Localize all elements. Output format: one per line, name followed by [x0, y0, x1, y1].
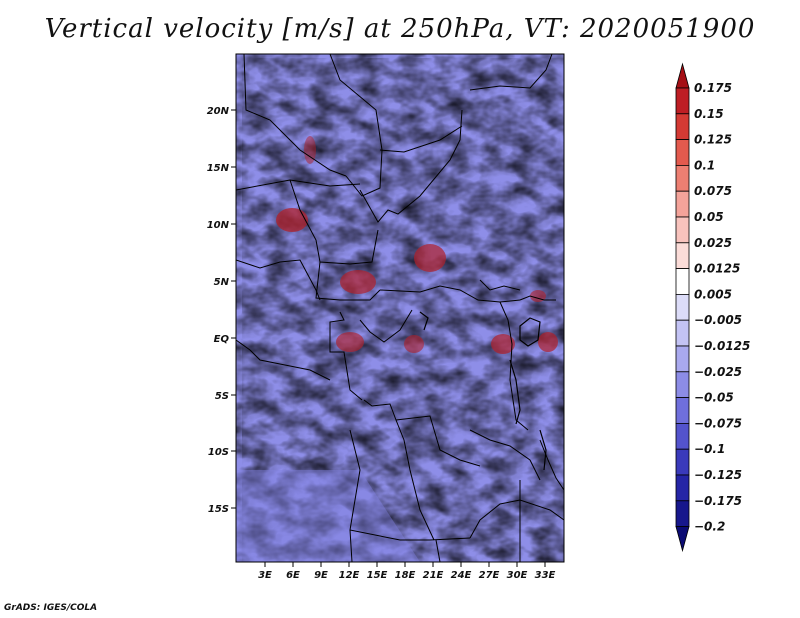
colorbar-swatch — [675, 190, 690, 218]
lon-label-24e: 24E — [451, 570, 472, 581]
colorbar-label: −0.175 — [694, 494, 742, 508]
country-borders — [236, 54, 564, 562]
lat-label-10n: 10N — [207, 220, 230, 231]
latitude-axis — [231, 109, 236, 509]
colorbar-label: 0.005 — [694, 287, 732, 301]
colorbar-swatch — [675, 526, 690, 553]
lon-label-30e: 30E — [507, 570, 528, 581]
lon-label-15e: 15E — [367, 570, 388, 581]
descent-region — [236, 470, 420, 562]
lon-label-21e: 21E — [423, 570, 444, 581]
colorbar-label: 0.125 — [694, 133, 732, 147]
lon-label-33e: 33E — [535, 570, 556, 581]
colorbar-swatch — [675, 139, 690, 166]
colorbar-label: −0.2 — [694, 520, 725, 534]
colorbar-label: −0.125 — [694, 468, 742, 482]
lat-label-10s: 10S — [208, 447, 229, 458]
lakes — [419, 311, 547, 471]
lat-label-15n: 15N — [207, 163, 230, 174]
convective-cores — [276, 136, 558, 354]
colorbar-label: 0.075 — [694, 184, 732, 198]
colorbar-label: 0.15 — [694, 107, 724, 121]
lat-label-eq: EQ — [214, 334, 230, 345]
lat-label-20n: 20N — [207, 106, 230, 117]
colorbar-label: −0.075 — [694, 416, 742, 430]
colorbar-label: 0.0125 — [694, 262, 740, 276]
footer-credit: GrADS: IGES/COLA — [4, 603, 98, 613]
colorbar-label: 0.05 — [694, 210, 724, 224]
colorbar-label: −0.025 — [694, 365, 742, 379]
colorbar: 0.175 0.15 0.125 0.1 0.075 0.05 0.025 0.0125 0.0… — [675, 62, 750, 553]
lon-label-6e: 6E — [286, 570, 300, 581]
lat-label-5n: 5N — [214, 277, 230, 288]
colorbar-swatch — [675, 500, 690, 527]
colorbar-label: 0.175 — [694, 81, 732, 95]
field-texture-neutral — [242, 58, 564, 562]
colorbar-swatch — [675, 113, 690, 141]
lat-label-5s: 5S — [215, 391, 229, 402]
colorbar-label: −0.005 — [694, 313, 742, 327]
colorbar-swatch — [675, 268, 690, 295]
colorbar-swatch — [675, 448, 690, 476]
colorbar-label: −0.05 — [694, 391, 734, 405]
colorbar-swatch — [675, 62, 690, 89]
map-frame — [235, 53, 565, 563]
colorbar-label: −0.0125 — [694, 339, 750, 353]
longitude-axis — [264, 562, 546, 567]
colorbar-swatch — [675, 474, 690, 502]
colorbar-swatch — [675, 293, 690, 321]
lat-label-15s: 15S — [208, 504, 229, 515]
colorbar-swatch — [675, 345, 690, 373]
lon-label-12e: 12E — [339, 570, 360, 581]
lon-label-3e: 3E — [258, 570, 272, 581]
colorbar-swatch — [675, 87, 690, 115]
colorbar-label: −0.1 — [694, 442, 725, 456]
colorbar-swatch — [675, 242, 690, 270]
lon-label-9e: 9E — [314, 570, 328, 581]
colorbar-swatch — [675, 164, 690, 192]
colorbar-swatch — [675, 216, 690, 244]
lon-label-27e: 27E — [479, 570, 500, 581]
colorbar-label: 0.1 — [694, 158, 715, 172]
colorbar-label: 0.025 — [694, 236, 732, 250]
chart-title: Vertical velocity [m/s] at 250hPa, VT: 2… — [44, 14, 756, 44]
velocity-map — [236, 54, 564, 562]
colorbar-swatch — [675, 371, 690, 398]
colorbar-swatch — [675, 319, 690, 347]
colorbar-swatch — [675, 422, 690, 450]
lon-label-18e: 18E — [395, 570, 416, 581]
colorbar-swatch — [675, 397, 690, 424]
